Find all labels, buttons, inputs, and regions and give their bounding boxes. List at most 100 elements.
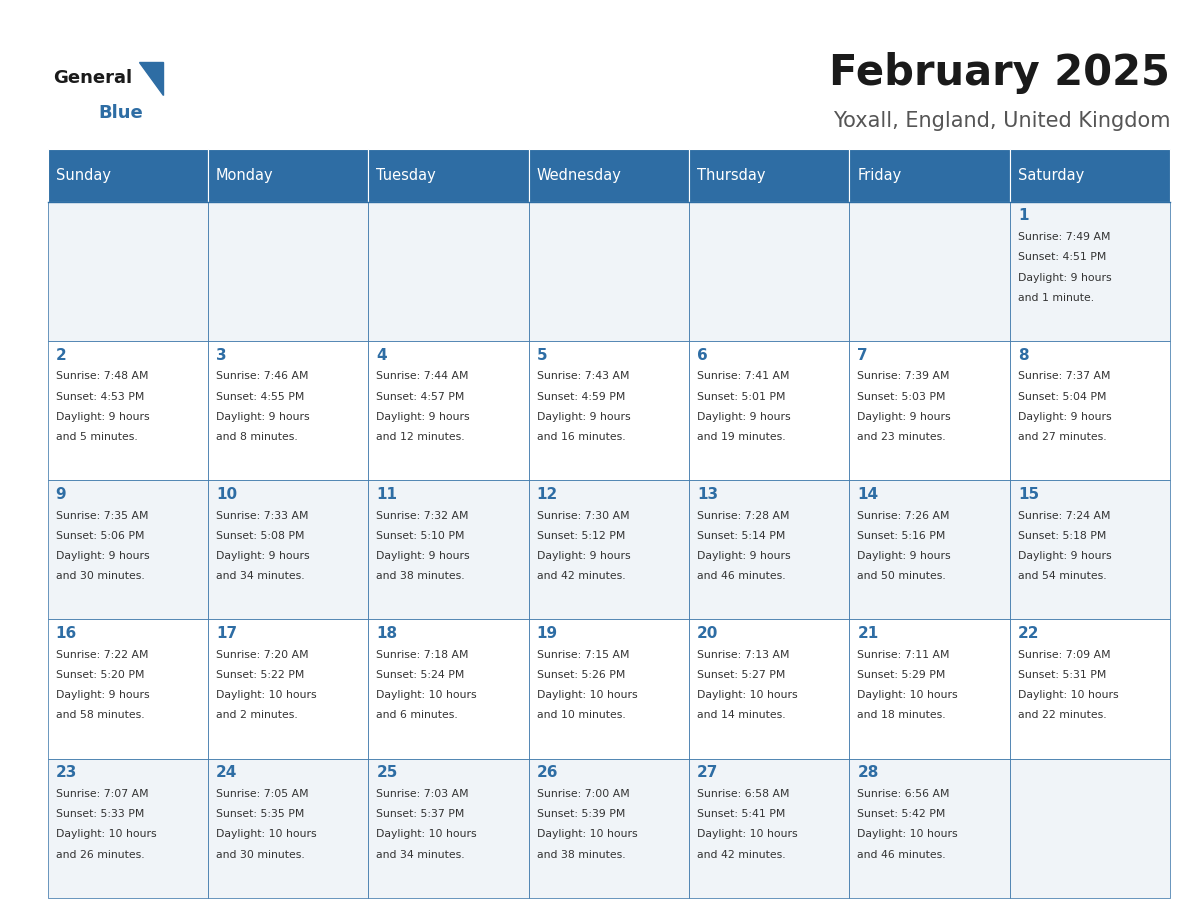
Text: 6: 6 [697, 348, 708, 363]
Bar [368, 202, 529, 341]
Bar [48, 620, 208, 758]
Text: Sunset: 5:14 PM: Sunset: 5:14 PM [697, 531, 785, 541]
Text: 24: 24 [216, 765, 238, 780]
Text: Sunset: 5:06 PM: Sunset: 5:06 PM [56, 531, 144, 541]
Bar [1010, 480, 1170, 620]
Text: and 14 minutes.: and 14 minutes. [697, 711, 785, 721]
Text: Sunrise: 7:43 AM: Sunrise: 7:43 AM [537, 372, 630, 381]
Text: Thursday: Thursday [697, 168, 765, 183]
Text: Sunset: 5:22 PM: Sunset: 5:22 PM [216, 670, 304, 680]
Text: 10: 10 [216, 487, 238, 502]
Bar [689, 620, 849, 758]
Text: Sunrise: 7:33 AM: Sunrise: 7:33 AM [216, 510, 309, 521]
Text: Sunset: 5:42 PM: Sunset: 5:42 PM [858, 809, 946, 819]
Bar [368, 149, 529, 202]
Text: Daylight: 9 hours: Daylight: 9 hours [1018, 273, 1112, 283]
Bar [208, 341, 368, 480]
Text: 28: 28 [858, 765, 879, 780]
Bar [849, 149, 1010, 202]
Text: Sunrise: 7:30 AM: Sunrise: 7:30 AM [537, 510, 630, 521]
Bar [208, 202, 368, 341]
Text: Sunset: 5:37 PM: Sunset: 5:37 PM [377, 809, 465, 819]
Text: 11: 11 [377, 487, 397, 502]
Text: 21: 21 [858, 626, 879, 641]
Text: and 46 minutes.: and 46 minutes. [697, 571, 785, 581]
Bar [368, 341, 529, 480]
Text: and 34 minutes.: and 34 minutes. [377, 849, 465, 859]
Text: Sunset: 5:01 PM: Sunset: 5:01 PM [697, 392, 785, 401]
Text: and 2 minutes.: and 2 minutes. [216, 711, 298, 721]
Text: Sunrise: 7:49 AM: Sunrise: 7:49 AM [1018, 232, 1111, 242]
Text: Sunrise: 7:22 AM: Sunrise: 7:22 AM [56, 650, 148, 660]
Text: Sunrise: 6:58 AM: Sunrise: 6:58 AM [697, 789, 790, 799]
Text: Daylight: 9 hours: Daylight: 9 hours [1018, 412, 1112, 421]
Text: Daylight: 10 hours: Daylight: 10 hours [216, 829, 316, 839]
Text: and 54 minutes.: and 54 minutes. [1018, 571, 1106, 581]
Text: Sunset: 5:16 PM: Sunset: 5:16 PM [858, 531, 946, 541]
Bar [48, 758, 208, 898]
Bar [208, 620, 368, 758]
Text: 4: 4 [377, 348, 387, 363]
Text: Daylight: 9 hours: Daylight: 9 hours [697, 551, 791, 561]
Text: Sunset: 5:03 PM: Sunset: 5:03 PM [858, 392, 946, 401]
Text: and 42 minutes.: and 42 minutes. [537, 571, 625, 581]
Bar [849, 620, 1010, 758]
Text: Sunrise: 7:48 AM: Sunrise: 7:48 AM [56, 372, 148, 381]
Text: Sunset: 5:41 PM: Sunset: 5:41 PM [697, 809, 785, 819]
Text: and 6 minutes.: and 6 minutes. [377, 711, 459, 721]
Text: Daylight: 9 hours: Daylight: 9 hours [858, 412, 952, 421]
Text: Sunrise: 7:39 AM: Sunrise: 7:39 AM [858, 372, 950, 381]
Text: 3: 3 [216, 348, 227, 363]
Text: Monday: Monday [216, 168, 273, 183]
Text: 16: 16 [56, 626, 77, 641]
Text: Daylight: 10 hours: Daylight: 10 hours [697, 690, 797, 700]
Text: Daylight: 9 hours: Daylight: 9 hours [858, 551, 952, 561]
Bar [849, 341, 1010, 480]
Text: and 27 minutes.: and 27 minutes. [1018, 432, 1106, 442]
Bar [689, 341, 849, 480]
Text: Daylight: 10 hours: Daylight: 10 hours [1018, 690, 1118, 700]
Bar [529, 341, 689, 480]
Text: Sunset: 5:10 PM: Sunset: 5:10 PM [377, 531, 465, 541]
Text: Daylight: 10 hours: Daylight: 10 hours [537, 690, 637, 700]
Text: Friday: Friday [858, 168, 902, 183]
Text: and 5 minutes.: and 5 minutes. [56, 432, 138, 442]
Text: February 2025: February 2025 [829, 52, 1170, 95]
Text: and 26 minutes.: and 26 minutes. [56, 849, 144, 859]
Text: Sunrise: 7:13 AM: Sunrise: 7:13 AM [697, 650, 790, 660]
Text: 1: 1 [1018, 208, 1029, 223]
Text: and 30 minutes.: and 30 minutes. [216, 849, 304, 859]
Text: Sunset: 4:57 PM: Sunset: 4:57 PM [377, 392, 465, 401]
Text: 23: 23 [56, 765, 77, 780]
Text: Sunrise: 7:26 AM: Sunrise: 7:26 AM [858, 510, 950, 521]
Text: Saturday: Saturday [1018, 168, 1085, 183]
Bar [529, 758, 689, 898]
Text: Daylight: 10 hours: Daylight: 10 hours [858, 690, 958, 700]
Text: Sunrise: 7:15 AM: Sunrise: 7:15 AM [537, 650, 630, 660]
Text: Daylight: 10 hours: Daylight: 10 hours [216, 690, 316, 700]
Bar [1010, 341, 1170, 480]
Text: 19: 19 [537, 626, 558, 641]
Text: Tuesday: Tuesday [377, 168, 436, 183]
Text: Sunset: 5:39 PM: Sunset: 5:39 PM [537, 809, 625, 819]
Text: and 22 minutes.: and 22 minutes. [1018, 711, 1106, 721]
Text: Sunset: 5:35 PM: Sunset: 5:35 PM [216, 809, 304, 819]
Text: 8: 8 [1018, 348, 1029, 363]
Text: Daylight: 9 hours: Daylight: 9 hours [537, 412, 631, 421]
Bar [849, 758, 1010, 898]
Bar [48, 149, 208, 202]
Text: 5: 5 [537, 348, 548, 363]
Bar [689, 480, 849, 620]
Text: Sunset: 4:59 PM: Sunset: 4:59 PM [537, 392, 625, 401]
Text: Daylight: 9 hours: Daylight: 9 hours [216, 412, 310, 421]
Text: 26: 26 [537, 765, 558, 780]
Text: Sunset: 5:31 PM: Sunset: 5:31 PM [1018, 670, 1106, 680]
Bar [529, 149, 689, 202]
Text: Daylight: 10 hours: Daylight: 10 hours [377, 829, 476, 839]
Text: Sunset: 5:12 PM: Sunset: 5:12 PM [537, 531, 625, 541]
Text: and 42 minutes.: and 42 minutes. [697, 849, 785, 859]
Bar [849, 202, 1010, 341]
Text: 20: 20 [697, 626, 719, 641]
Text: Sunset: 5:18 PM: Sunset: 5:18 PM [1018, 531, 1106, 541]
Text: Sunrise: 7:00 AM: Sunrise: 7:00 AM [537, 789, 630, 799]
